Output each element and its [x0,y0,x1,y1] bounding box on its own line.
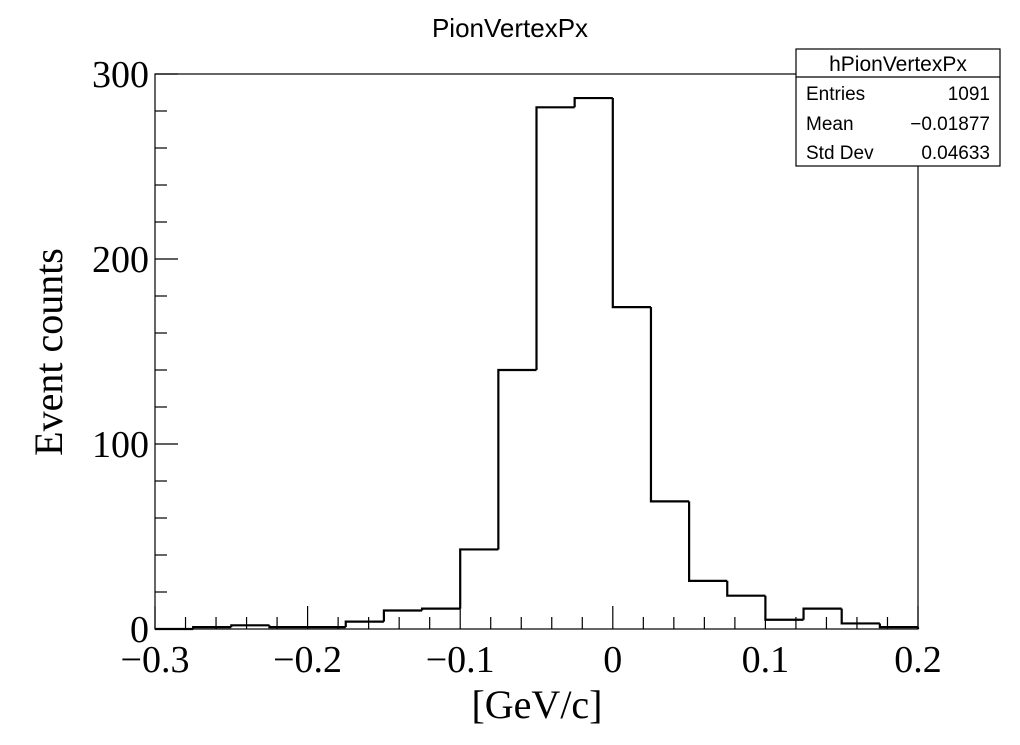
histogram-bin [611,98,651,309]
histogram-bin [268,625,308,629]
histogram-bin [497,368,537,550]
histogram-bin [344,620,384,628]
histogram-bin [573,96,613,108]
stats-mean-label: Mean [806,114,854,135]
y-tick-label: 300 [92,54,149,96]
histogram-bin [420,607,461,611]
y-tick-label: 100 [92,424,149,466]
histogram-bin [230,624,270,628]
x-tick-label: 0.1 [742,639,790,681]
histogram-bin [840,608,880,625]
histogram-bin [535,106,575,370]
x-tick-label: −0.2 [273,639,342,681]
x-axis-title: [GeV/c] [471,682,602,727]
histogram-bin [649,307,690,503]
y-tick-label: 0 [130,609,149,651]
plot-frame [154,73,919,630]
y-axis: 0 100 200 300 [92,54,178,651]
histogram-bin [764,595,804,621]
x-tick-label: −0.3 [121,639,190,681]
x-tick-label: 0.2 [894,639,942,681]
stats-entries-label: Entries [806,84,865,105]
histogram-bin [726,580,766,597]
x-tick-label: −0.1 [426,639,495,681]
x-axis: −0.3 −0.2 −0.1 0 0.1 0.2 [121,606,942,681]
histogram-bin [878,623,918,629]
y-axis-title: Event counts [26,248,71,456]
histogram-bin [459,548,499,609]
y-tick-label: 200 [92,239,149,281]
stats-stddev-label: Std Dev [806,143,874,164]
stats-entries-value: 1091 [948,84,990,105]
histogram-layer [155,96,920,631]
histogram-bin [192,626,232,629]
stats-box-frame [795,48,1001,167]
stats-mean-value: −0.01877 [910,114,990,135]
histogram-bin [688,501,728,582]
stats-box: hPionVertexPx Entries 1091 Mean −0.01877… [795,48,1001,167]
histogram-bin [382,609,423,622]
histogram-bin [802,607,842,620]
stats-histogram-name: hPionVertexPx [829,53,967,76]
plot-frame-border [154,73,919,630]
chart-title: PionVertexPx [432,13,588,43]
x-tick-label: 0 [603,639,622,681]
stats-stddev-value: 0.04633 [921,143,990,164]
